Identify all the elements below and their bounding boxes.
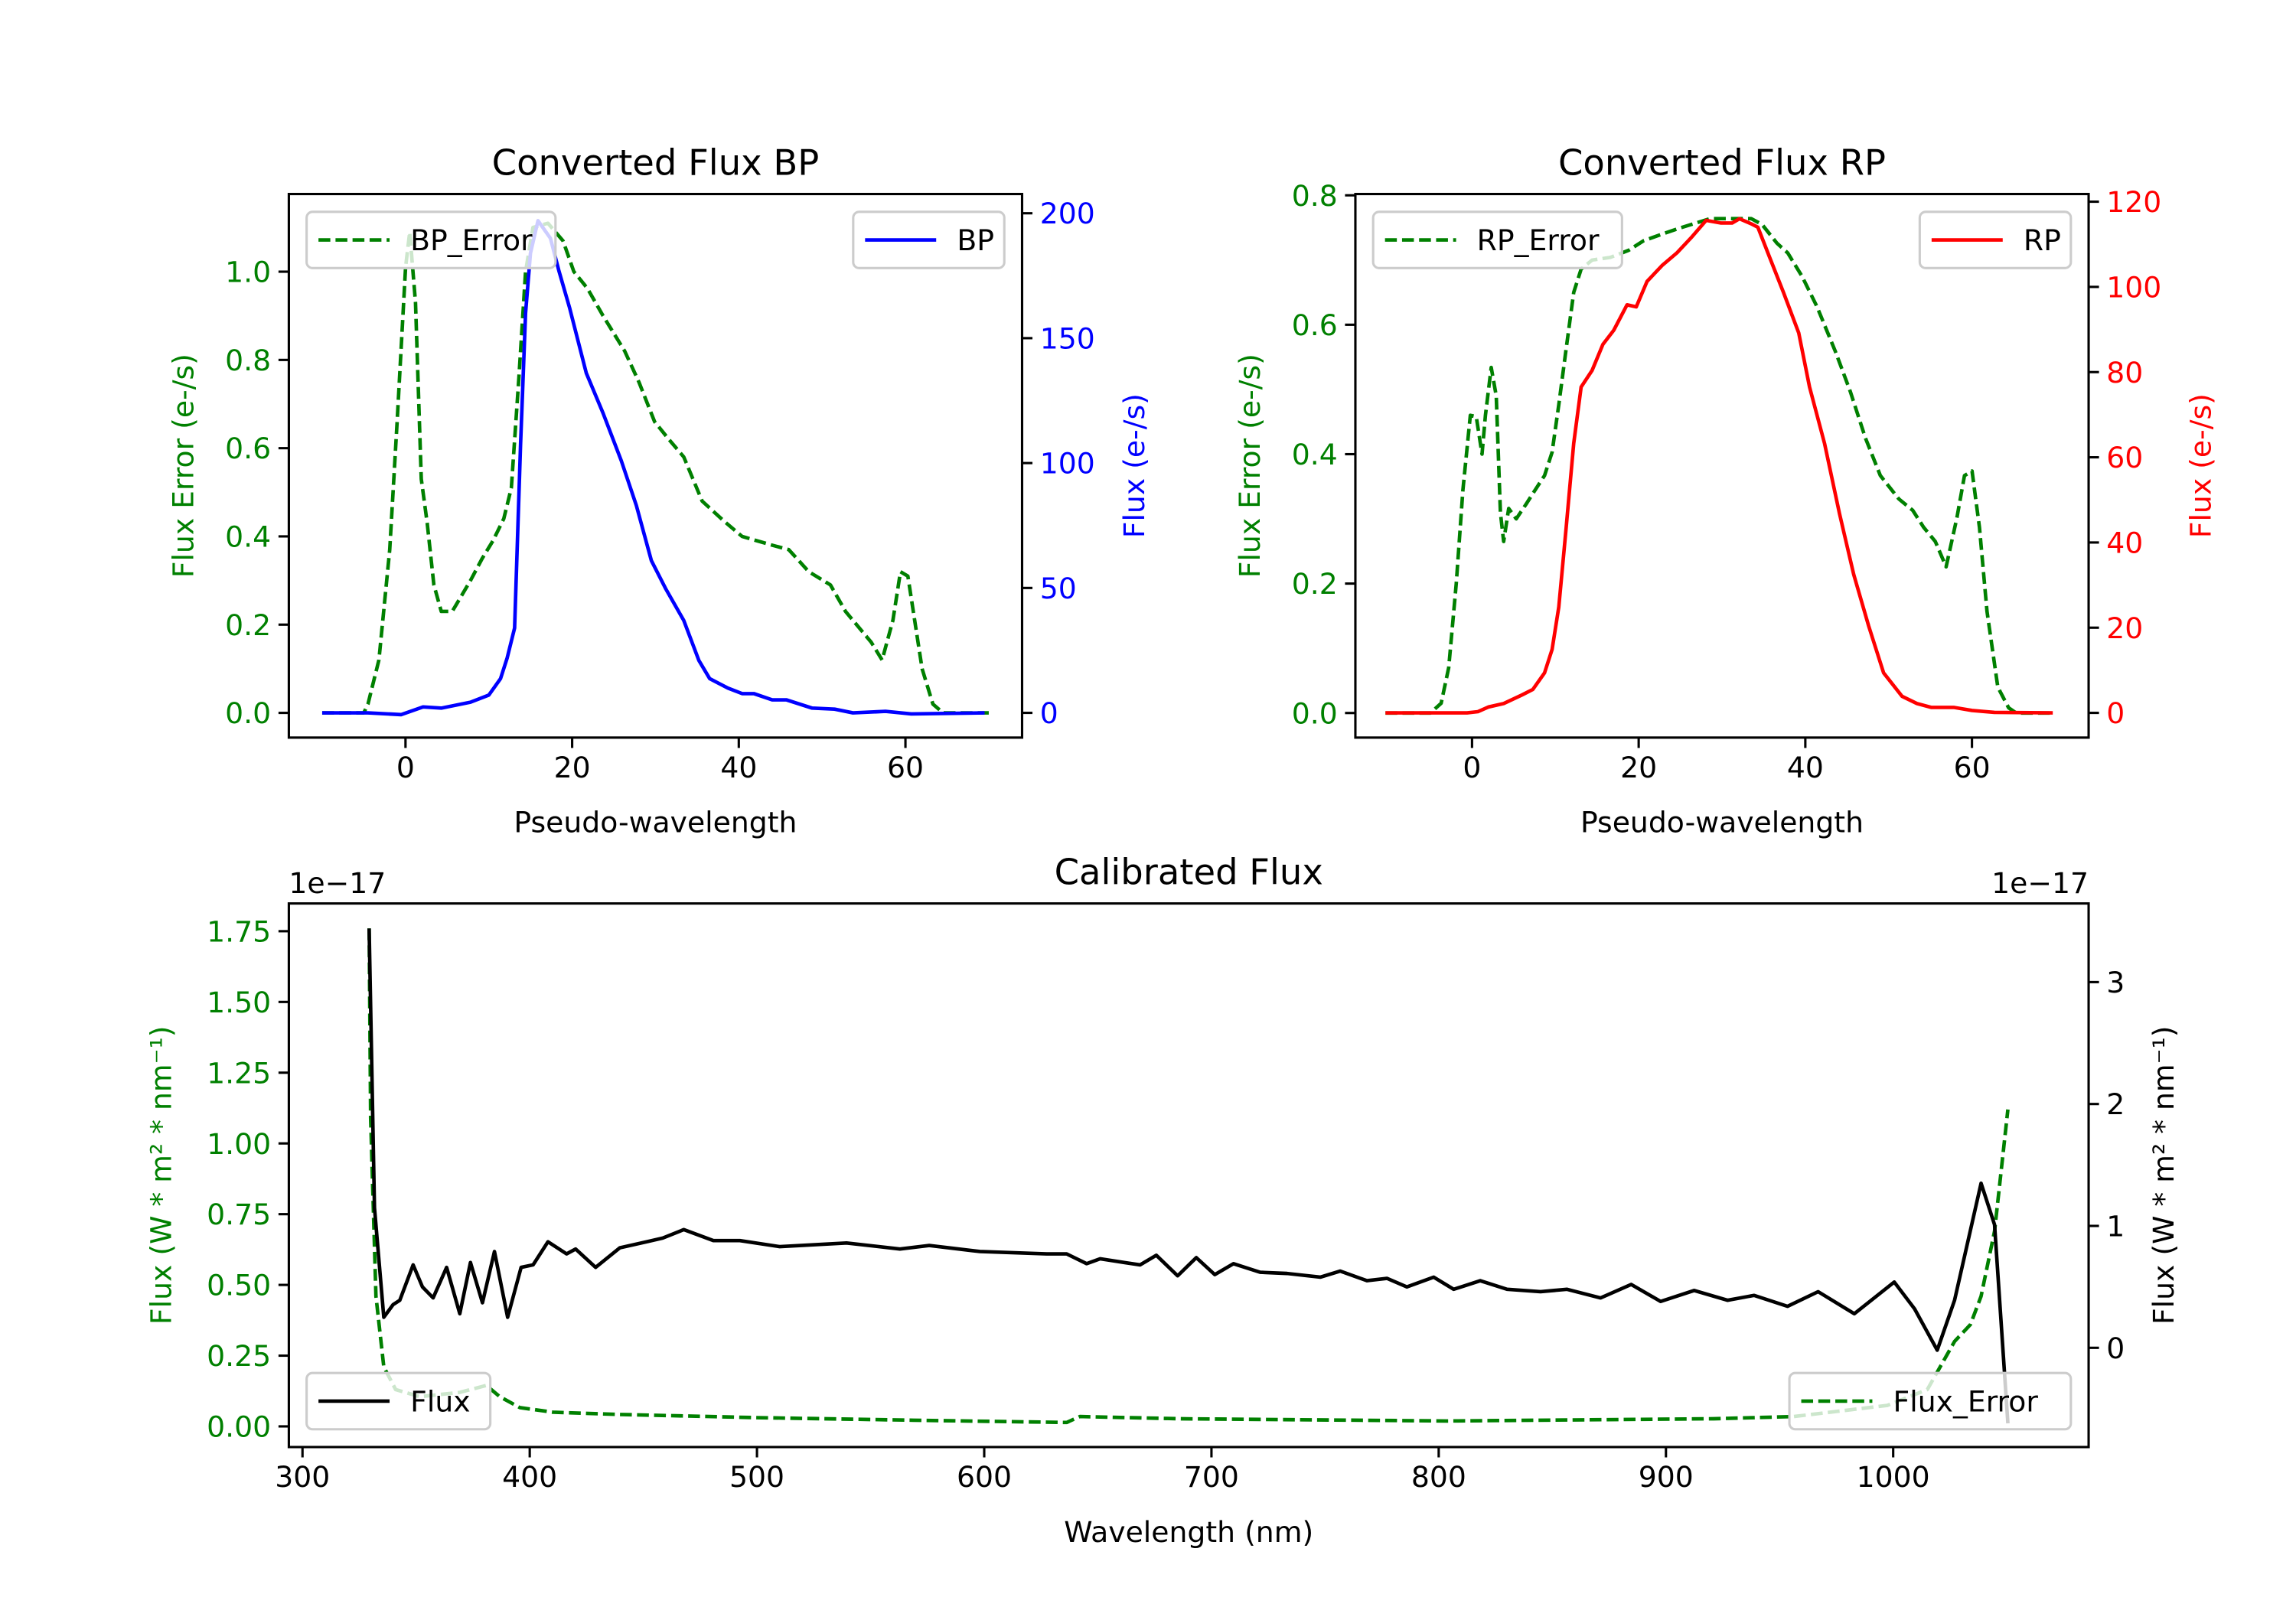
axes-frame (1354, 193, 2090, 739)
x-tick-label: 1000 (1857, 1460, 1930, 1494)
axes-frame (287, 193, 1024, 739)
series-line-bp (321, 219, 985, 717)
chart-rp: 0 20 40 60 0.0 0.2 0.4 0.6 0.8 0 20 40 60 80 100 120 Con… (1233, 142, 2218, 839)
x-tick-label: 60 (1954, 751, 1991, 784)
y-left-axis-label: Flux Error (e-/s) (1233, 354, 1267, 578)
legend-rp-error: RP_Error (1371, 210, 1623, 269)
y-left-tick-label: 0.2 (1292, 567, 1338, 601)
y-left-tick-label: 0.25 (207, 1339, 271, 1373)
y-left-tick-label: 1.25 (207, 1056, 271, 1090)
y-left-tick-label: 0.50 (207, 1269, 271, 1302)
y-right-tick-label: 60 (2106, 441, 2143, 474)
chart-bp: 0 20 40 60 0.0 0.2 0.4 0.6 0.8 1.0 0 50 100 150 200 Con… (166, 142, 1151, 839)
x-axis-label: Wavelength (nm) (1064, 1515, 1313, 1549)
legend-box (1371, 210, 1623, 269)
y-left-tick-label: 0.8 (1292, 179, 1338, 213)
y-right-tick-label: 0 (2106, 1332, 2125, 1365)
x-tick-label: 20 (1620, 751, 1657, 784)
y-left-tick-label: 0.2 (225, 608, 271, 642)
legend-box (1788, 1371, 2073, 1431)
legend-label: Flux_Error (1893, 1385, 2039, 1419)
legend-label: BP_Error (410, 223, 533, 257)
x-axis-label: Pseudo-wavelength (1580, 806, 1864, 839)
y-left-tick-label: 0.8 (225, 344, 271, 377)
y-left-tick-label: 1.00 (207, 1127, 271, 1161)
x-tick-label: 500 (729, 1460, 784, 1494)
x-tick-label: 600 (957, 1460, 1012, 1494)
series-line-rp (1385, 217, 2053, 715)
legend-box (305, 210, 557, 269)
x-tick-label: 0 (1463, 751, 1481, 784)
y-left-tick-label: 1.0 (225, 256, 271, 289)
y-right-offset-text: 1e−17 (1991, 866, 2089, 900)
y-right-axis-label: Flux (W * m² * nm⁻¹) (2147, 1026, 2180, 1325)
x-tick-label: 20 (554, 751, 591, 784)
legend-rp: RP (1918, 210, 2073, 269)
y-left-tick-label: 0.0 (1292, 696, 1338, 730)
y-left-axis-label: Flux Error (e-/s) (166, 354, 200, 578)
y-right-tick-label: 120 (2106, 185, 2161, 219)
series-line-bp-error (321, 221, 989, 715)
legend-label: BP (957, 223, 994, 257)
legend-flux-error: Flux_Error (1788, 1371, 2073, 1431)
y-left-tick-label: 0.6 (1292, 308, 1338, 342)
axes-frame (287, 902, 2090, 1449)
y-right-tick-label: 200 (1040, 197, 1095, 230)
x-tick-label: 800 (1411, 1460, 1466, 1494)
y-left-tick-label: 0.6 (225, 432, 271, 465)
legend-bp-error: BP_Error (305, 210, 557, 269)
y-left-tick-label: 0.4 (1292, 438, 1338, 471)
y-left-offset-text: 1e−17 (289, 866, 386, 900)
y-right-tick-label: 80 (2106, 356, 2143, 390)
y-right-tick-label: 100 (1040, 447, 1095, 481)
y-left-tick-label: 0.4 (225, 520, 271, 554)
y-right-tick-label: 50 (1040, 572, 1077, 605)
x-tick-label: 700 (1184, 1460, 1239, 1494)
x-axis-label: Pseudo-wavelength (514, 806, 797, 839)
x-tick-label: 900 (1639, 1460, 1694, 1494)
chart-title: Converted Flux RP (1558, 142, 1886, 183)
x-tick-label: 0 (396, 751, 415, 784)
y-left-tick-label: 1.50 (207, 986, 271, 1019)
y-right-tick-label: 40 (2106, 526, 2143, 559)
legend-flux: Flux (305, 1371, 492, 1431)
y-left-tick-label: 0.00 (207, 1410, 271, 1444)
legend-label: RP_Error (1477, 223, 1600, 257)
y-right-tick-label: 3 (2106, 966, 2125, 999)
y-left-axis-label: Flux (W * m² * nm⁻¹) (144, 1026, 178, 1325)
y-left-tick-label: 0.75 (207, 1198, 271, 1231)
y-right-tick-label: 20 (2106, 611, 2143, 645)
chart-calibrated: 300 400 500 600 700 800 900 1000 0.00 0.25 0.50 0.7… (144, 851, 2180, 1548)
legend-label: Flux (410, 1385, 470, 1419)
y-right-axis-label: Flux (e-/s) (2184, 393, 2218, 538)
legend-label: RP (2024, 223, 2061, 257)
x-tick-label: 40 (720, 751, 757, 784)
x-tick-label: 400 (502, 1460, 557, 1494)
x-tick-label: 60 (887, 751, 924, 784)
y-left-tick-label: 1.75 (207, 914, 271, 948)
y-right-tick-label: 1 (2106, 1210, 2125, 1244)
y-left-tick-label: 0.0 (225, 696, 271, 730)
y-right-tick-label: 0 (2106, 696, 2125, 730)
x-tick-label: 300 (275, 1460, 330, 1494)
y-right-tick-label: 150 (1040, 321, 1095, 355)
chart-title: Calibrated Flux (1055, 851, 1323, 892)
series-line-flux-error (367, 928, 2010, 1425)
legend-box (305, 1371, 492, 1431)
x-tick-label: 40 (1787, 751, 1824, 784)
y-right-tick-label: 2 (2106, 1087, 2125, 1121)
y-right-axis-label: Flux (e-/s) (1117, 393, 1151, 538)
y-right-tick-label: 0 (1040, 696, 1058, 730)
series-line-rp-error (1385, 217, 2053, 715)
legend-bp: BP (852, 210, 1006, 269)
y-right-tick-label: 100 (2106, 270, 2161, 304)
chart-title: Converted Flux BP (492, 142, 820, 183)
series-line-flux (367, 928, 2010, 1424)
